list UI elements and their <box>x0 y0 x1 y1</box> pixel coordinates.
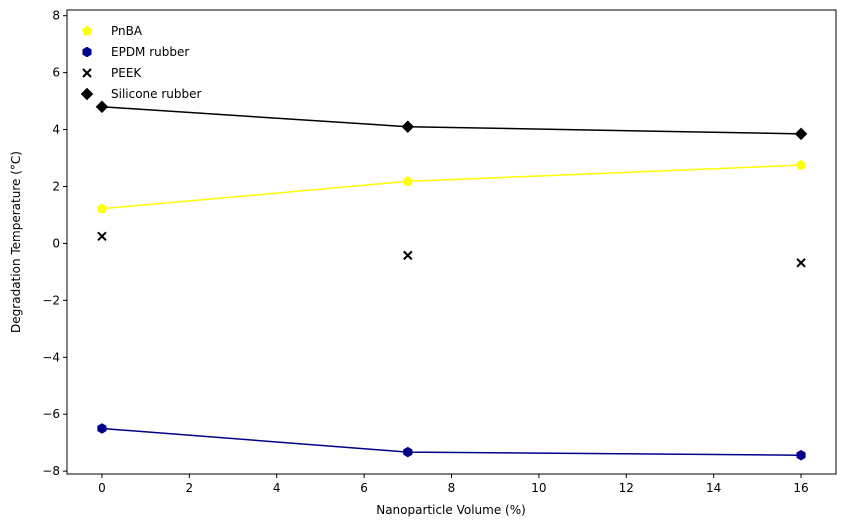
legend-marker-peek <box>82 68 92 78</box>
x-tick-label: 4 <box>273 481 281 495</box>
x-tick-label: 12 <box>619 481 634 495</box>
y-tick-label: −8 <box>42 464 60 478</box>
legend-item-peek: PEEK <box>82 66 142 80</box>
series-epdm-rubber <box>97 423 806 461</box>
y-axis-label: Degradation Temperature (°C) <box>9 151 23 333</box>
data-point-epdm-rubber <box>97 423 107 434</box>
y-tick-label: −4 <box>42 350 60 364</box>
series-silicone-rubber <box>95 100 808 141</box>
y-axis-ticks: −8 −6 −4 −2 0 2 4 6 8 <box>42 9 67 478</box>
x-tick-label: 0 <box>98 481 106 495</box>
legend: PnBA EPDM rubber PEEK Silicone rubber <box>80 24 202 101</box>
plot-area <box>66 9 837 475</box>
series-pnba <box>96 159 807 213</box>
x-marker-stroke <box>403 250 413 261</box>
data-point-peek <box>97 231 107 242</box>
y-tick-label: 6 <box>52 66 60 80</box>
y-tick-label: 0 <box>52 236 60 250</box>
legend-marker-silicone-rubber <box>80 87 94 101</box>
legend-item-silicone-rubber: Silicone rubber <box>80 87 202 101</box>
data-point-peek <box>403 250 413 261</box>
legend-label-silicone-rubber: Silicone rubber <box>111 87 202 101</box>
y-tick-label: −2 <box>42 293 60 307</box>
y-tick-label: 8 <box>52 9 60 23</box>
data-point-silicone-rubber <box>794 127 808 141</box>
x-tick-label: 10 <box>531 481 546 495</box>
x-tick-label: 14 <box>706 481 721 495</box>
y-tick-label: 4 <box>52 123 60 137</box>
series-peek <box>97 231 806 268</box>
data-point-silicone-rubber <box>401 120 415 134</box>
data-point-pnba <box>795 159 807 170</box>
x-tick-label: 6 <box>360 481 368 495</box>
data-point-pnba <box>96 203 108 213</box>
legend-label-peek: PEEK <box>111 66 142 80</box>
x-marker-stroke <box>796 258 806 268</box>
data-point-pnba <box>402 176 413 186</box>
legend-item-pnba: PnBA <box>81 24 143 38</box>
legend-marker-pnba <box>81 25 93 36</box>
x-tick-label: 2 <box>186 481 194 495</box>
series-layer <box>95 100 808 461</box>
x-axis-ticks: 0 2 4 6 8 10 12 14 16 <box>98 474 809 495</box>
legend-label-epdm-rubber: EPDM rubber <box>111 45 189 59</box>
data-point-epdm-rubber <box>403 446 413 458</box>
x-axis-label: Nanoparticle Volume (%) <box>376 503 526 517</box>
x-marker-stroke <box>82 68 92 78</box>
x-tick-label: 8 <box>448 481 456 495</box>
legend-label-pnba: PnBA <box>111 24 143 38</box>
data-point-peek <box>796 258 806 268</box>
x-marker-stroke <box>97 231 107 242</box>
y-tick-label: −6 <box>42 407 60 421</box>
data-point-silicone-rubber <box>95 100 109 114</box>
legend-item-epdm-rubber: EPDM rubber <box>82 45 189 59</box>
x-tick-label: 16 <box>793 481 808 495</box>
y-tick-label: 2 <box>52 179 60 193</box>
legend-marker-epdm-rubber <box>82 46 92 58</box>
data-point-epdm-rubber <box>796 449 806 461</box>
